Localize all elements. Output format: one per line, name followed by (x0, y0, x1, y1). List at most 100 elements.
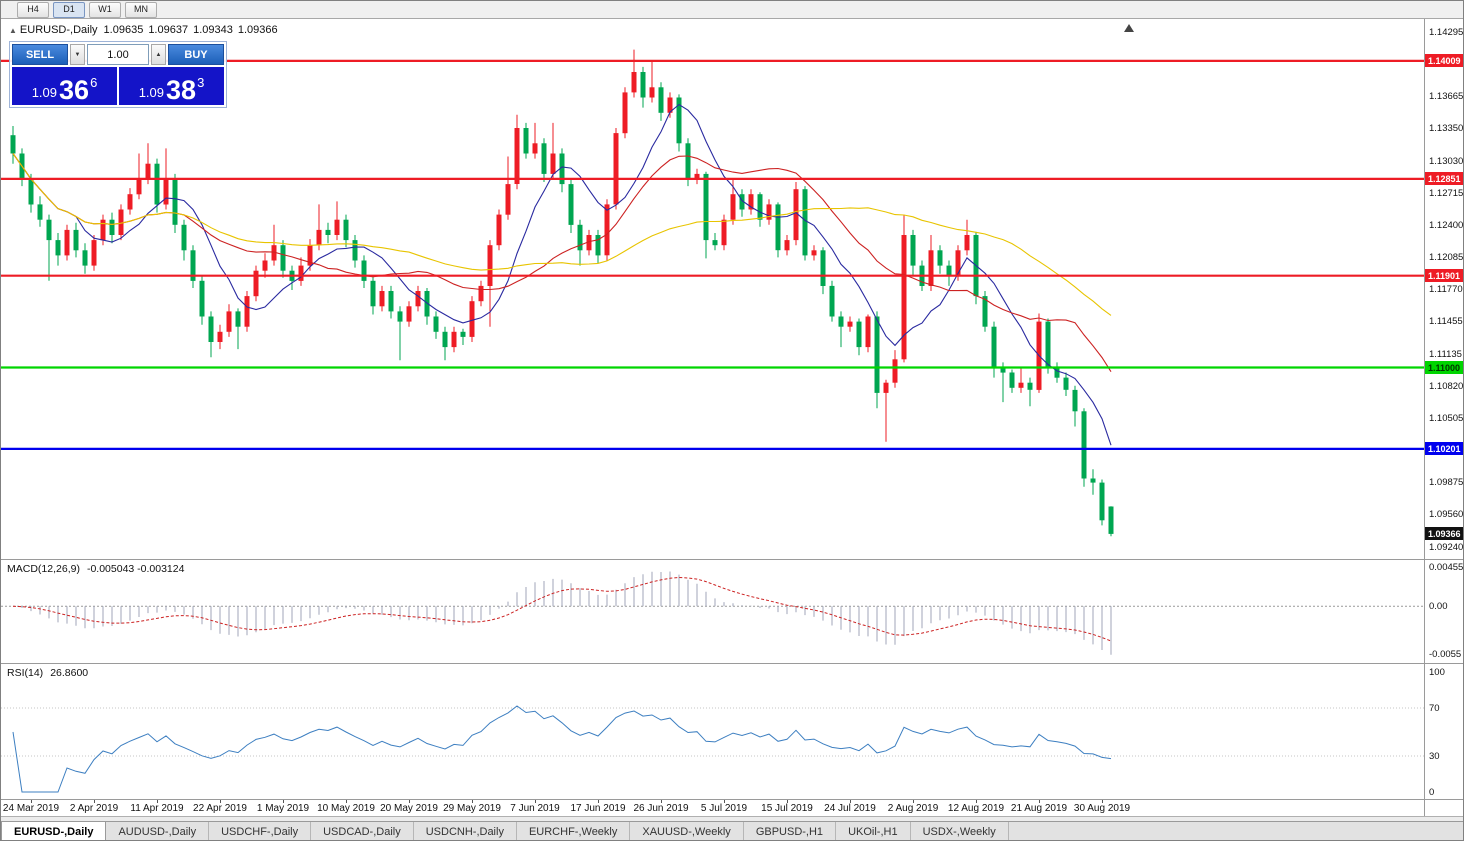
macd-axis-label: -0.0055 (1429, 649, 1462, 660)
date-axis-label: 24 Jul 2019 (824, 803, 876, 814)
volume-decrease-button[interactable]: ▼ (70, 44, 85, 65)
price-level-tag: 1.10201 (1425, 442, 1463, 455)
period-button-d1[interactable]: D1 (53, 1, 85, 18)
date-tick-mark (94, 800, 95, 803)
high-value: 1.09637 (148, 24, 189, 36)
sell-price-pips: 36 (59, 75, 90, 105)
buy-price-prefix: 1.09 (138, 85, 165, 100)
price-axis-label: 1.11770 (1429, 284, 1463, 295)
tab-ukoil-h1[interactable]: UKOil-,H1 (836, 822, 911, 840)
chart-shift-marker-icon[interactable] (1124, 24, 1134, 32)
period-button-w1[interactable]: W1 (89, 1, 121, 18)
tab-eurchf-weekly[interactable]: EURCHF-,Weekly (516, 822, 631, 840)
buy-price-display[interactable]: 1.09 38 3 (119, 67, 224, 105)
price-axis[interactable]: 1.14295 1.13665 1.13350 1.13030 1.12715 1.124… (1424, 19, 1464, 816)
low-value: 1.09343 (193, 24, 233, 36)
date-tick-mark (787, 800, 788, 803)
ma-line-8 (12, 103, 1112, 446)
rsi-indicator-canvas[interactable] (1, 664, 1424, 799)
date-axis-label: 12 Aug 2019 (947, 803, 1005, 814)
macd-indicator-canvas[interactable] (1, 560, 1424, 663)
date-axis-label: 22 Apr 2019 (193, 803, 247, 814)
price-axis-label: 1.09560 (1429, 509, 1464, 520)
sell-button[interactable]: SELL (12, 44, 68, 65)
price-axis-label: 1.11455 (1429, 316, 1463, 327)
close-value: 1.09366 (237, 24, 278, 36)
pane-separator (1, 799, 1463, 800)
tab-audusd-daily[interactable]: AUDUSD-,Daily (106, 822, 210, 840)
date-axis-label: 20 May 2019 (380, 803, 438, 814)
tab-usdcad-daily[interactable]: USDCAD-,Daily (311, 822, 414, 840)
price-axis-label: 1.12715 (1429, 188, 1464, 199)
macd-name: MACD(12,26,9) (7, 563, 80, 575)
sell-price-display[interactable]: 1.09 36 6 (12, 67, 117, 105)
macd-signal-line (12, 576, 1112, 642)
rsi-name: RSI(14) (7, 667, 44, 679)
date-axis-label: 1 May 2019 (256, 803, 310, 814)
price-axis-label: 1.13665 (1429, 91, 1464, 102)
volume-increase-button[interactable]: ▲ (151, 44, 166, 65)
horizontal-level-lines[interactable] (1, 59, 1424, 450)
date-axis-label: 17 Jun 2019 (570, 803, 626, 814)
date-axis-label: 11 Apr 2019 (130, 803, 184, 814)
sell-price-point: 6 (90, 75, 98, 90)
date-axis-label: 29 May 2019 (443, 803, 501, 814)
macd-axis-label: 0.00455 (1429, 562, 1464, 573)
candles-layer (10, 49, 1114, 537)
rsi-value: 26.8600 (50, 667, 89, 679)
date-tick-mark (850, 800, 851, 803)
rsi-label: RSI(14) 26.8600 (7, 667, 95, 679)
date-tick-mark (913, 800, 914, 803)
date-axis-label: 2 Aug 2019 (887, 803, 939, 814)
period-button-h4[interactable]: H4 (17, 1, 49, 18)
panel-collapse-icon[interactable]: ▲ (9, 26, 17, 35)
tab-usdx-weekly[interactable]: USDX-,Weekly (910, 822, 1009, 840)
ma-line-20 (12, 153, 1112, 372)
chart-tab-bar: EURUSD-,Daily AUDUSD-,Daily USDCHF-,Daily U… (1, 821, 1463, 840)
date-axis[interactable]: 24 Mar 2019 2 Apr 2019 11 Apr 2019 22 Apr 2… (1, 800, 1424, 816)
price-axis-label: 1.10505 (1429, 413, 1464, 424)
pane-separator[interactable] (1, 559, 1463, 560)
date-axis-label: 21 Aug 2019 (1010, 803, 1068, 814)
price-level-tag: 1.11000 (1425, 361, 1463, 374)
date-tick-mark (472, 800, 473, 803)
macd-values: -0.005043 -0.003124 (86, 563, 185, 575)
ma-line-45 (12, 153, 1112, 316)
price-axis-label: 1.09240 (1429, 542, 1464, 553)
chart-symbol-label: EURUSD-,Daily (19, 24, 98, 36)
price-axis-label: 1.13350 (1429, 123, 1464, 134)
buy-price-point: 3 (197, 75, 205, 90)
date-tick-mark (1102, 800, 1103, 803)
date-tick-mark (409, 800, 410, 803)
price-level-tag: 1.11901 (1425, 269, 1463, 282)
date-tick-mark (598, 800, 599, 803)
price-axis-label: 1.11135 (1429, 349, 1462, 360)
buy-button[interactable]: BUY (168, 44, 224, 65)
trade-prices-row: 1.09 36 6 1.09 38 3 (12, 67, 224, 105)
open-value: 1.09635 (103, 24, 144, 36)
period-button-mn[interactable]: MN (125, 1, 157, 18)
chart-ohlc-header: ▲ EURUSD-,Daily 1.09635 1.09637 1.09343 1.093… (9, 24, 283, 36)
date-tick-mark (976, 800, 977, 803)
pane-separator[interactable] (1, 663, 1463, 664)
date-axis-label: 26 Jun 2019 (633, 803, 689, 814)
rsi-line (12, 705, 1112, 793)
timeframe-toolbar: H4 D1 W1 MN (1, 1, 1463, 19)
price-chart-canvas[interactable] (1, 19, 1424, 559)
rsi-axis-label: 30 (1429, 751, 1440, 762)
date-axis-label: 5 Jul 2019 (700, 803, 748, 814)
tab-eurusd-daily[interactable]: EURUSD-,Daily (1, 822, 107, 840)
horizontal-scrollbar[interactable] (1, 816, 1463, 821)
tab-xauusd-weekly[interactable]: XAUUSD-,Weekly (630, 822, 744, 840)
price-axis-label: 1.12400 (1429, 220, 1464, 231)
trade-controls-row: SELL ▼ 1.00 ▲ BUY (12, 44, 224, 65)
volume-input[interactable]: 1.00 (87, 44, 149, 65)
buy-price-pips: 38 (166, 75, 197, 105)
tab-usdcnh-daily[interactable]: USDCNH-,Daily (413, 822, 517, 840)
tab-gbpusd-h1[interactable]: GBPUSD-,H1 (743, 822, 837, 840)
tab-usdchf-daily[interactable]: USDCHF-,Daily (209, 822, 312, 840)
date-tick-mark (1039, 800, 1040, 803)
macd-axis-label: 0.00 (1429, 601, 1448, 612)
date-tick-mark (346, 800, 347, 803)
